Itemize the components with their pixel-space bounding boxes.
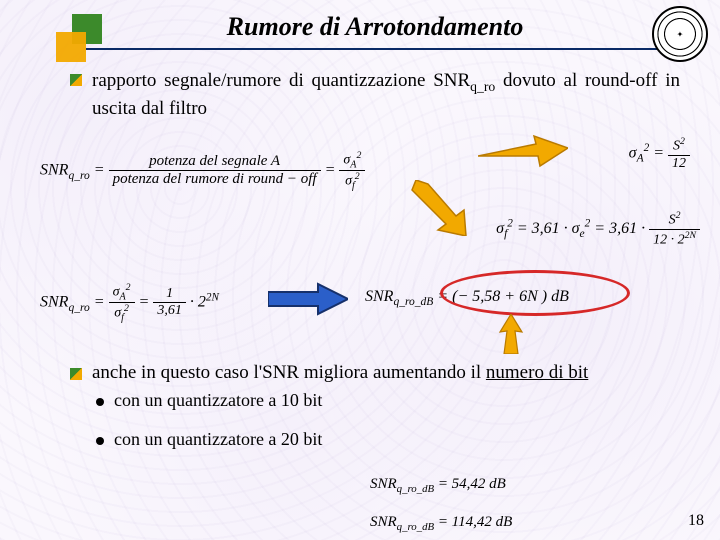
highlight-ellipse bbox=[440, 270, 630, 316]
formula-snr-expanded: SNRq_ro = σA2 σf2 = 1 3,61 · 22N bbox=[40, 282, 219, 324]
page-number: 18 bbox=[688, 512, 704, 530]
formula-area: SNRq_ro = potenza del segnale A potenza … bbox=[70, 132, 680, 372]
sub-bullet-20bit-text: con un quantizzatore a 20 bit bbox=[114, 429, 322, 450]
slide-header: Rumore di Arrotondamento ✦ bbox=[0, 0, 720, 48]
slide-title: Rumore di Arrotondamento bbox=[90, 12, 660, 42]
bullet-icon bbox=[70, 74, 82, 86]
para-snr-definition: rapporto segnale/rumore di quantizzazion… bbox=[92, 68, 680, 122]
formula-10bit-value: SNRq_ro_dB = 54,42 dB bbox=[370, 476, 506, 495]
slide-content: rapporto segnale/rumore di quantizzazion… bbox=[0, 48, 720, 450]
formula-snr-main: SNRq_ro = potenza del segnale A potenza … bbox=[40, 150, 365, 192]
arrow-implies-icon bbox=[268, 282, 348, 316]
sub-bullet-10bit: con un quantizzatore a 10 bit bbox=[70, 390, 680, 411]
bullet-snr-definition: rapporto segnale/rumore di quantizzazion… bbox=[70, 68, 680, 122]
dot-icon bbox=[96, 398, 104, 406]
arrow-pointer-icon bbox=[498, 314, 524, 354]
arrow-to-sigma-f-icon bbox=[410, 180, 480, 236]
arrow-to-sigma-a-icon bbox=[478, 134, 568, 170]
formula-sigma-f: σf2 = 3,61 · σe2 = 3,61 · S2 12 · 22N bbox=[496, 210, 700, 248]
dot-icon bbox=[96, 437, 104, 445]
sub-bullet-list: con un quantizzatore a 10 bit con un qua… bbox=[70, 390, 680, 450]
formula-20bit-value: SNRq_ro_dB = 114,42 dB bbox=[370, 514, 512, 533]
formula-sigma-a: σA2 = S2 12 bbox=[629, 136, 690, 172]
sub-bullet-20bit: con un quantizzatore a 20 bit bbox=[70, 429, 680, 450]
sub-bullet-10bit-text: con un quantizzatore a 10 bit bbox=[114, 390, 322, 411]
